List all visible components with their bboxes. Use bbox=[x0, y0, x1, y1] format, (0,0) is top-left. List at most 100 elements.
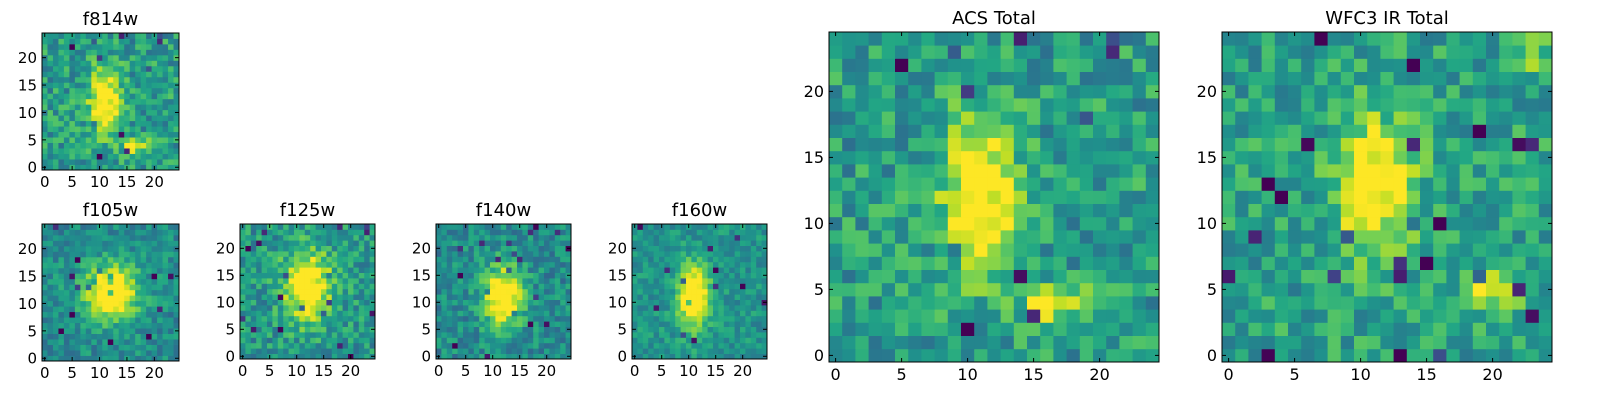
heatmap-cell bbox=[664, 283, 671, 290]
heatmap-cell bbox=[113, 164, 120, 171]
heatmap-cell bbox=[69, 289, 76, 296]
heatmap-cell bbox=[124, 339, 131, 345]
heatmap-cell bbox=[52, 131, 59, 138]
heatmap-cell bbox=[729, 337, 735, 344]
heatmap-cell bbox=[1053, 164, 1067, 178]
heatmap-cell bbox=[653, 299, 660, 306]
heatmap-cell bbox=[256, 245, 262, 252]
heatmap-cell bbox=[74, 159, 81, 165]
heatmap-cell bbox=[173, 148, 180, 154]
heatmap-cell bbox=[140, 344, 147, 351]
heatmap-cells bbox=[1222, 32, 1553, 363]
heatmap-cell bbox=[288, 326, 295, 333]
heatmap-cell bbox=[277, 305, 284, 311]
x-tick-label: 10 bbox=[957, 365, 977, 384]
heatmap-cell bbox=[135, 262, 142, 269]
heatmap-cell bbox=[52, 240, 59, 247]
heatmap-cell bbox=[146, 60, 152, 67]
heatmap-cell bbox=[74, 333, 81, 340]
heatmap-cell bbox=[908, 190, 922, 204]
heatmap-cell bbox=[554, 353, 561, 360]
heatmap-cell bbox=[468, 305, 475, 311]
heatmap-cell bbox=[506, 310, 512, 317]
heatmap-cell bbox=[506, 348, 512, 354]
heatmap-cell bbox=[934, 111, 949, 125]
heatmap-cell bbox=[1486, 177, 1500, 191]
heatmap-cell bbox=[1393, 32, 1408, 46]
heatmap-cell bbox=[85, 267, 92, 274]
heatmap-cell bbox=[1040, 164, 1054, 178]
heatmap-cell bbox=[91, 126, 98, 133]
heatmap-cell bbox=[102, 339, 109, 345]
heatmap-cell bbox=[707, 256, 714, 263]
heatmap-cell bbox=[707, 245, 714, 252]
heatmap-cell bbox=[511, 315, 518, 322]
heatmap-cell bbox=[42, 60, 48, 67]
heatmap-cell bbox=[315, 267, 322, 273]
heatmap-cell bbox=[299, 294, 306, 300]
heatmap-cell bbox=[718, 305, 725, 311]
heatmap-cell bbox=[1340, 164, 1355, 178]
heatmap-cell bbox=[261, 315, 268, 322]
heatmap-cell bbox=[52, 300, 59, 307]
heatmap-cell bbox=[310, 288, 316, 295]
heatmap-cell bbox=[707, 353, 714, 360]
heatmap-cell bbox=[1512, 98, 1526, 112]
heatmap-cell bbox=[69, 350, 76, 356]
heatmap-cell bbox=[124, 350, 131, 356]
heatmap-cell bbox=[250, 288, 257, 295]
heatmap-cell bbox=[162, 350, 169, 356]
heatmap-cell bbox=[1053, 137, 1067, 152]
heatmap-cell bbox=[315, 294, 322, 300]
heatmap-cell bbox=[277, 326, 284, 333]
heatmap-cell bbox=[533, 305, 539, 311]
heatmap-cell bbox=[310, 256, 316, 263]
heatmap-cell bbox=[1327, 216, 1342, 231]
heatmap-cell bbox=[58, 322, 65, 329]
heatmap-cell bbox=[1327, 203, 1342, 218]
heatmap-cell bbox=[1472, 309, 1487, 323]
heatmap-cell bbox=[157, 339, 163, 345]
heatmap-cell bbox=[102, 295, 109, 302]
heatmap-cell bbox=[947, 177, 962, 191]
heatmap-cell bbox=[1261, 137, 1276, 152]
heatmap-cell bbox=[686, 267, 692, 273]
heatmap-cell bbox=[129, 355, 136, 362]
heatmap-cell bbox=[691, 326, 698, 333]
heatmap-cell bbox=[358, 348, 365, 354]
heatmap-cell bbox=[750, 261, 757, 268]
heatmap-cell bbox=[288, 310, 295, 317]
heatmap-cell bbox=[58, 104, 65, 111]
heatmap-cell bbox=[745, 353, 752, 360]
heatmap-cell bbox=[47, 229, 54, 236]
heatmap-cell bbox=[500, 353, 507, 360]
x-tick-label: 20 bbox=[341, 362, 360, 380]
heatmap-cell bbox=[842, 269, 856, 284]
heatmap-cell bbox=[1027, 203, 1041, 218]
heatmap-cell bbox=[272, 251, 279, 257]
heatmap-cell bbox=[1000, 309, 1015, 323]
heatmap-cell bbox=[1459, 230, 1474, 244]
heatmap-cell bbox=[272, 310, 279, 317]
heatmap-cell bbox=[1367, 309, 1381, 323]
heatmap-cell bbox=[1079, 216, 1094, 231]
heatmap-cell bbox=[1301, 84, 1315, 99]
heatmap-cell bbox=[113, 82, 120, 89]
heatmap-cell bbox=[1525, 243, 1540, 257]
heatmap-cell bbox=[294, 332, 300, 338]
heatmap-cell bbox=[1145, 216, 1160, 231]
heatmap-cell bbox=[1499, 124, 1513, 138]
heatmap-cell bbox=[256, 326, 262, 333]
heatmap-cell bbox=[310, 229, 316, 236]
heatmap-cell bbox=[342, 288, 349, 295]
heatmap-cell bbox=[1145, 71, 1160, 86]
heatmap-cell bbox=[272, 229, 279, 236]
heatmap-cell bbox=[1314, 32, 1328, 46]
heatmap-cell bbox=[42, 289, 48, 296]
heatmap-cell bbox=[495, 294, 502, 300]
heatmap-cell bbox=[1079, 256, 1094, 270]
heatmap-cell bbox=[364, 256, 370, 263]
heatmap-cell bbox=[80, 43, 87, 50]
heatmap-cell bbox=[283, 224, 289, 230]
heatmap-cell bbox=[457, 245, 464, 252]
